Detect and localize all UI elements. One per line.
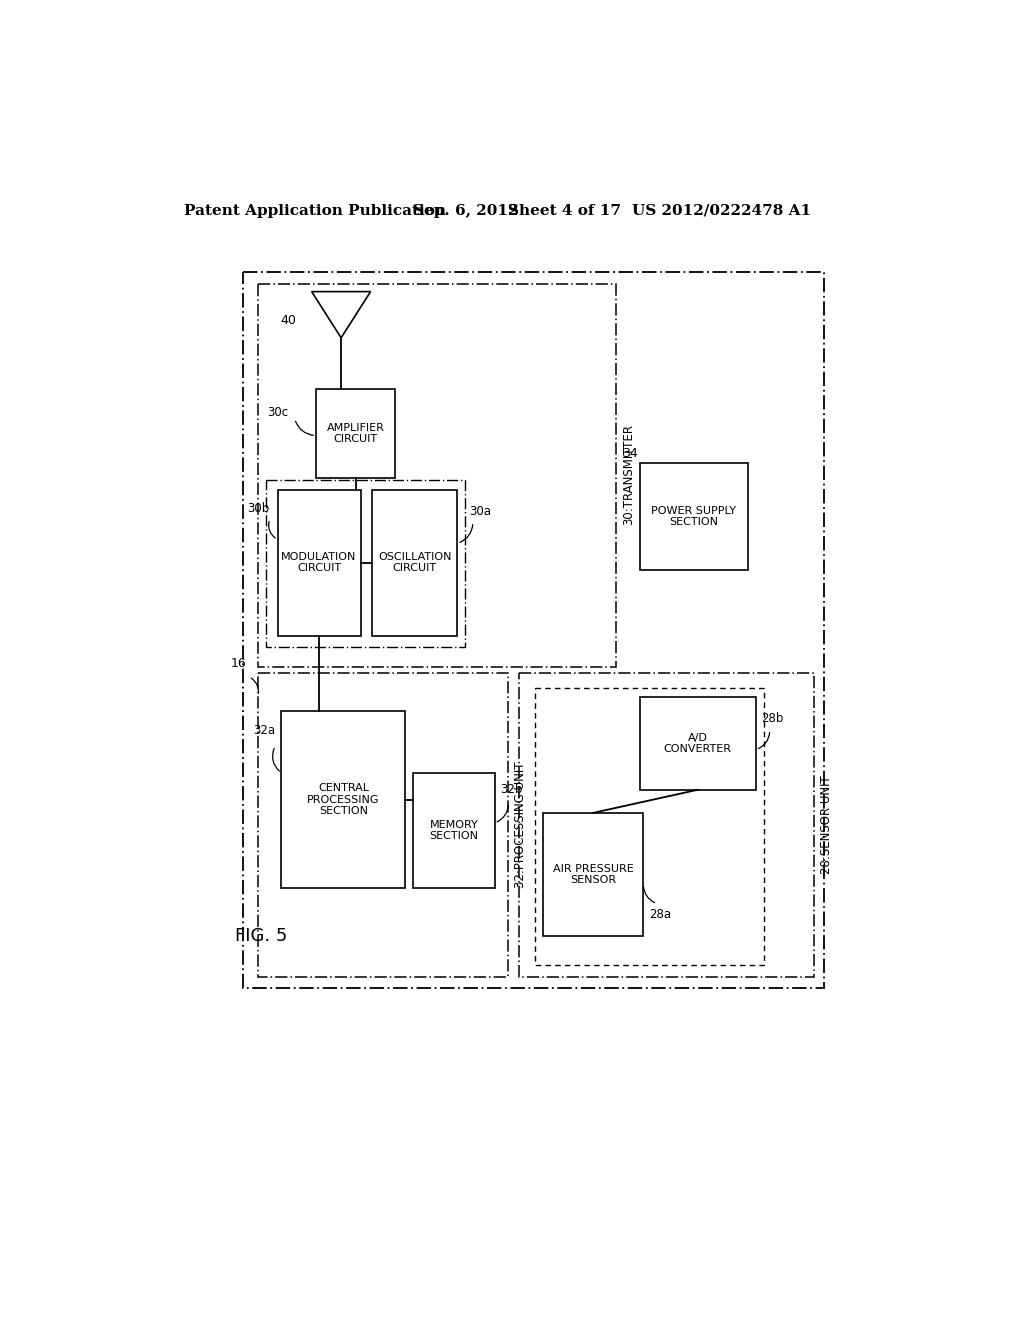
Text: Sheet 4 of 17: Sheet 4 of 17 — [508, 203, 621, 218]
Polygon shape — [372, 490, 458, 636]
Polygon shape — [278, 490, 360, 636]
Text: 34: 34 — [623, 446, 638, 459]
Text: FIG. 5: FIG. 5 — [234, 927, 288, 945]
Polygon shape — [640, 697, 756, 789]
Text: US 2012/0222478 A1: US 2012/0222478 A1 — [632, 203, 811, 218]
Text: Patent Application Publication: Patent Application Publication — [183, 203, 445, 218]
Text: POWER SUPPLY
SECTION: POWER SUPPLY SECTION — [651, 506, 736, 527]
Polygon shape — [414, 774, 495, 888]
Text: 30:TRANSMITTER: 30:TRANSMITTER — [623, 424, 636, 525]
Text: 30c: 30c — [267, 407, 288, 418]
Text: MEMORY
SECTION: MEMORY SECTION — [429, 820, 478, 841]
Text: AMPLIFIER
CIRCUIT: AMPLIFIER CIRCUIT — [327, 422, 385, 445]
Text: MODULATION
CIRCUIT: MODULATION CIRCUIT — [282, 552, 356, 573]
Polygon shape — [543, 813, 643, 936]
Text: AIR PRESSURE
SENSOR: AIR PRESSURE SENSOR — [553, 863, 634, 886]
Text: 32:PROCESSING UNIT: 32:PROCESSING UNIT — [514, 762, 527, 888]
Text: 32a: 32a — [253, 723, 275, 737]
Text: 28a: 28a — [649, 908, 672, 921]
Text: 28b: 28b — [762, 713, 784, 726]
Text: CENTRAL
PROCESSING
SECTION: CENTRAL PROCESSING SECTION — [307, 783, 380, 816]
Text: 16: 16 — [231, 657, 247, 671]
Polygon shape — [640, 462, 748, 570]
Polygon shape — [282, 711, 406, 888]
Text: Sep. 6, 2012: Sep. 6, 2012 — [414, 203, 519, 218]
Text: A/D
CONVERTER: A/D CONVERTER — [664, 733, 731, 755]
Text: 30b: 30b — [247, 502, 269, 515]
Text: 32b: 32b — [501, 783, 523, 796]
Text: 40: 40 — [281, 314, 296, 327]
Polygon shape — [316, 389, 395, 478]
Text: 28:SENSOR UNIT: 28:SENSOR UNIT — [820, 775, 834, 874]
Text: 30a: 30a — [470, 504, 492, 517]
Text: OSCILLATION
CIRCUIT: OSCILLATION CIRCUIT — [378, 552, 452, 573]
